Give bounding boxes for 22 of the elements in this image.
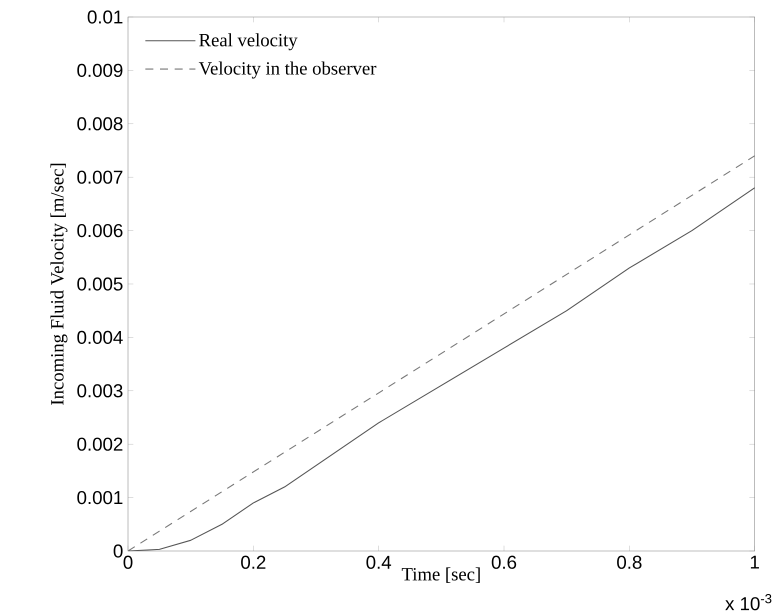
x-tick-label: 0.4	[366, 556, 392, 569]
text: x 10$^{-3}$	[725, 594, 772, 610]
y-tick-label: 0.001	[77, 490, 122, 504]
y-tick-label: 0.008	[77, 117, 122, 130]
legend-label: Velocity in the observer	[198, 62, 376, 79]
y-tick-label: 0	[114, 544, 123, 558]
x-tick-label: 0.6	[492, 556, 516, 569]
y-tick-label: 0.006	[77, 224, 122, 238]
y-tick-label: 0.004	[77, 330, 123, 344]
x-tick-label: 0.8	[617, 556, 642, 569]
y-tick-label: 0.002	[77, 438, 122, 451]
legend-label: Real velocity	[199, 33, 298, 50]
x-tick-label: 1	[750, 556, 759, 569]
y-tick-label: 0.005	[77, 277, 123, 291]
y-tick-label: 0.007	[77, 170, 122, 184]
x-tick-label: 0	[124, 556, 132, 569]
y-tick-label: 0.01	[88, 10, 122, 24]
y-tick-label: 0.003	[77, 384, 122, 398]
x-tick-label: 0.2	[241, 556, 266, 569]
x-axis-title: Time [sec]	[402, 567, 480, 583]
y-tick-label: 0.009	[77, 64, 122, 77]
y-axis-title: Incoming Fluid Velocity [m/sec]	[50, 164, 68, 405]
